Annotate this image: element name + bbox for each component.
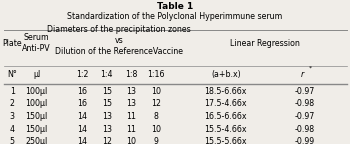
Text: -0.97: -0.97 xyxy=(294,87,315,96)
Text: 14: 14 xyxy=(77,125,87,133)
Text: 15.5-5.66x: 15.5-5.66x xyxy=(204,137,247,144)
Text: 1:16: 1:16 xyxy=(147,70,164,79)
Text: r: r xyxy=(301,70,304,79)
Text: -0.99: -0.99 xyxy=(294,137,315,144)
Text: 2: 2 xyxy=(10,100,15,108)
Text: 15: 15 xyxy=(102,87,112,96)
Text: 250μl: 250μl xyxy=(26,137,48,144)
Text: 16: 16 xyxy=(77,87,87,96)
Text: (a+b.x): (a+b.x) xyxy=(211,70,240,79)
Text: μl: μl xyxy=(33,70,40,79)
Text: 1:2: 1:2 xyxy=(76,70,89,79)
Text: 100μl: 100μl xyxy=(26,87,48,96)
Text: Linear Regression: Linear Regression xyxy=(230,39,300,48)
Text: 13: 13 xyxy=(102,112,112,121)
Text: 8: 8 xyxy=(153,112,158,121)
Text: 9: 9 xyxy=(153,137,158,144)
Text: *: * xyxy=(309,66,312,71)
Text: 150μl: 150μl xyxy=(26,112,48,121)
Text: 14: 14 xyxy=(77,137,87,144)
Text: 1:8: 1:8 xyxy=(125,70,138,79)
Text: 15: 15 xyxy=(102,100,112,108)
Text: Plate: Plate xyxy=(2,39,22,48)
Text: 14: 14 xyxy=(77,112,87,121)
Text: 13: 13 xyxy=(126,100,136,108)
Text: 12: 12 xyxy=(102,137,112,144)
Text: 15.5-4.66x: 15.5-4.66x xyxy=(204,125,247,133)
Text: Standardization of the Polyclonal Hyperimmune serum: Standardization of the Polyclonal Hyperi… xyxy=(67,12,283,20)
Text: 1: 1 xyxy=(10,87,15,96)
Text: 100μl: 100μl xyxy=(26,100,48,108)
Text: 16.5-6.66x: 16.5-6.66x xyxy=(204,112,247,121)
Text: -0.97: -0.97 xyxy=(294,112,315,121)
Text: Diameters of the precipitation zones
vs
Dilution of the ReferenceVaccine: Diameters of the precipitation zones vs … xyxy=(47,25,191,56)
Text: 150μl: 150μl xyxy=(26,125,48,133)
Text: 11: 11 xyxy=(126,125,136,133)
Text: 13: 13 xyxy=(102,125,112,133)
Text: 10: 10 xyxy=(151,125,161,133)
Text: 18.5-6.66x: 18.5-6.66x xyxy=(204,87,247,96)
Text: -0.98: -0.98 xyxy=(294,100,315,108)
Text: Serum
Anti-PV: Serum Anti-PV xyxy=(22,33,51,53)
Text: 16: 16 xyxy=(77,100,87,108)
Text: 13: 13 xyxy=(126,87,136,96)
Text: Table 1: Table 1 xyxy=(157,2,193,11)
Text: 12: 12 xyxy=(151,100,161,108)
Text: 5: 5 xyxy=(10,137,15,144)
Text: 3: 3 xyxy=(10,112,15,121)
Text: 4: 4 xyxy=(10,125,15,133)
Text: 11: 11 xyxy=(126,112,136,121)
Text: 17.5-4.66x: 17.5-4.66x xyxy=(204,100,247,108)
Text: -0.98: -0.98 xyxy=(294,125,315,133)
Text: 10: 10 xyxy=(151,87,161,96)
Text: 10: 10 xyxy=(126,137,136,144)
Text: N°: N° xyxy=(7,70,17,79)
Text: 1:4: 1:4 xyxy=(100,70,113,79)
